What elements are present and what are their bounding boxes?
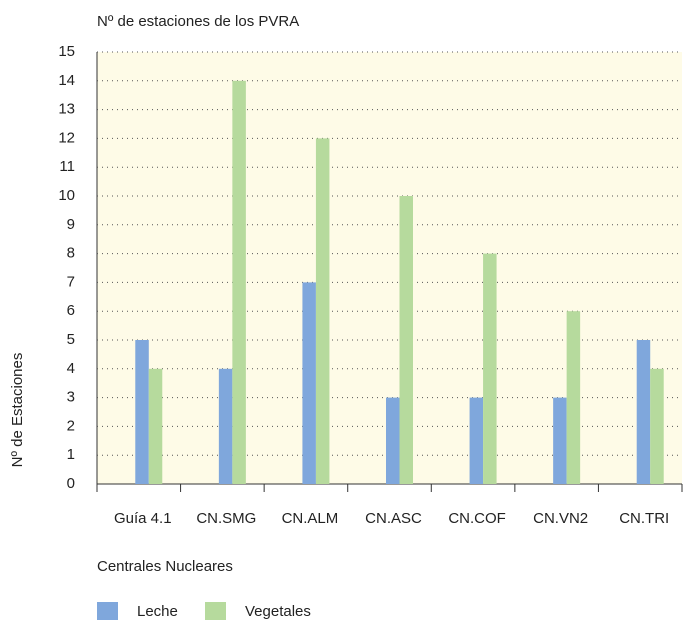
y-tick-label: 8 xyxy=(67,245,75,262)
y-tick-label: 13 xyxy=(58,101,75,118)
y-tick-label: 6 xyxy=(67,302,75,319)
y-tick-label: 15 xyxy=(58,43,75,60)
bar xyxy=(386,397,400,484)
y-axis-label: Nº de Estaciones xyxy=(9,353,26,468)
bar xyxy=(302,282,316,484)
bar xyxy=(483,253,497,484)
bar xyxy=(636,340,651,484)
y-tick-label: 12 xyxy=(58,129,75,146)
y-tick-label: 0 xyxy=(67,475,75,492)
bar xyxy=(566,311,581,484)
y-tick-label: 2 xyxy=(67,417,75,434)
x-tick-label: CN.TRI xyxy=(619,510,669,527)
bar xyxy=(218,368,233,484)
y-tick-label: 1 xyxy=(67,446,75,463)
y-tick-label: 11 xyxy=(59,158,75,175)
y-tick-label: 3 xyxy=(67,389,75,406)
bar xyxy=(650,368,664,484)
bar xyxy=(148,368,163,484)
x-tick-label: CN.ALM xyxy=(282,510,339,527)
x-axis-label: Centrales Nucleares xyxy=(97,558,233,575)
x-tick-label: CN.SMG xyxy=(196,510,256,527)
legend-swatch xyxy=(97,602,118,620)
y-tick-label: 5 xyxy=(67,331,75,348)
y-tick-label: 4 xyxy=(67,360,75,377)
y-tick-label: 10 xyxy=(58,187,75,204)
x-tick-label: CN.COF xyxy=(448,510,506,527)
x-tick-label: CN.ASC xyxy=(365,510,422,527)
chart-title: Nº de estaciones de los PVRA xyxy=(97,13,299,30)
bar xyxy=(232,80,246,485)
y-tick-label: 7 xyxy=(67,273,75,290)
legend-label: Leche xyxy=(137,603,178,620)
x-tick-label: Guía 4.1 xyxy=(114,510,172,527)
y-tick-label: 14 xyxy=(58,72,75,89)
legend-label: Vegetales xyxy=(245,603,311,620)
bar xyxy=(315,138,330,484)
bar xyxy=(399,196,413,484)
bar xyxy=(469,397,484,484)
y-tick-label: 9 xyxy=(67,216,75,233)
bar xyxy=(135,340,149,484)
x-tick-label: CN.VN2 xyxy=(533,510,588,527)
bar xyxy=(553,397,567,484)
legend-swatch xyxy=(205,602,226,620)
